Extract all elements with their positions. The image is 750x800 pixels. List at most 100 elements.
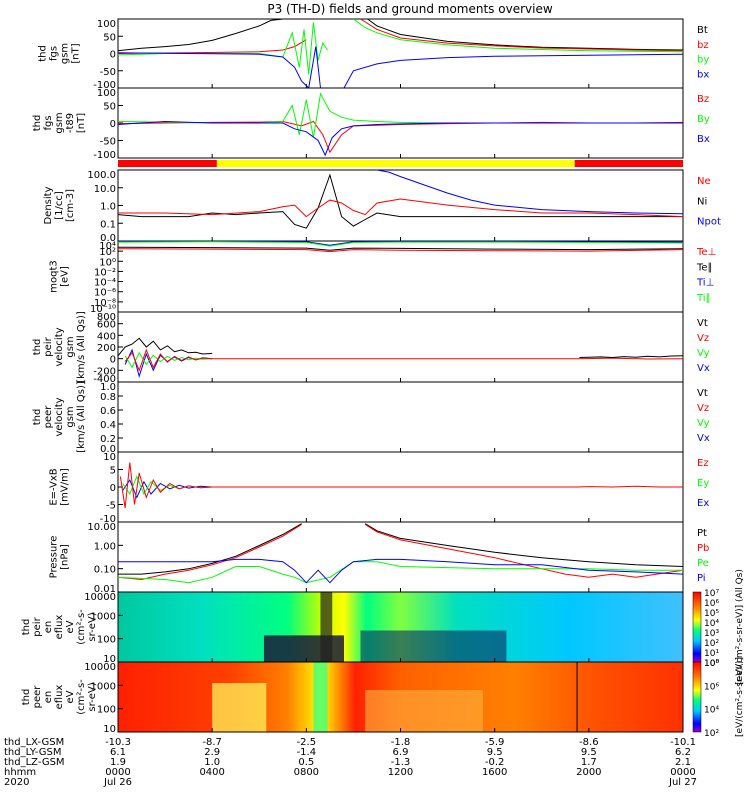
series-line [118, 246, 683, 251]
series-line [118, 120, 683, 154]
legend-label: Bz [697, 94, 709, 105]
spectrogram-band [365, 690, 483, 732]
y-axis-label: [cm-3] [65, 189, 76, 222]
x-row-value: 0000 [670, 767, 695, 778]
x-row-value: 1.7 [581, 757, 597, 768]
y-tick-label: 10⁴ [99, 241, 116, 252]
y-tick-label: 0.01 [94, 584, 116, 595]
y-tick-label: 0.4 [100, 420, 116, 431]
series-line [118, 19, 304, 52]
series-line [118, 561, 683, 584]
colorbar-tick-label: 10⁶ [704, 682, 719, 692]
x-row-value: -1.8 [391, 737, 411, 748]
x-row-value: 0400 [199, 767, 224, 778]
legend-label: Vt [697, 388, 708, 399]
y-axis-label: [eV] [60, 266, 71, 287]
colorbar [692, 661, 702, 733]
x-row-value: -0.2 [485, 757, 505, 768]
y-axis-label: eV [65, 690, 76, 703]
y-tick-label: -100 [93, 150, 116, 161]
y-tick-label: 10.00 [87, 522, 116, 533]
legend-label: Vy [697, 348, 710, 359]
y-axis-label: [km/s (All Qs)] [76, 311, 87, 383]
panel-fgs: 100 50 0 -50 -100 thd fgs gsm [nT] Bt bz by bx [38, 18, 709, 91]
series-line [343, 53, 683, 88]
series-line [118, 524, 302, 581]
y-tick-label: 0.0 [100, 444, 116, 455]
y-tick-label: 10000 [84, 662, 116, 673]
colorbar-tick-label: 10² [704, 639, 719, 649]
x-row-value: 6.1 [110, 747, 126, 758]
series-line [358, 19, 683, 51]
x-axis-annotation: thd_LX-GSM -10.3 -8.7 -2.5 -1.8 -5.9 -8.6 -10.1… [4, 737, 697, 788]
y-axis-label: [nT] [76, 113, 87, 133]
panel-mode-bar [118, 160, 683, 167]
x-row-value: -2.5 [297, 737, 317, 748]
y-tick-label: 100 [97, 635, 116, 646]
y-axis-label: Pressure [49, 536, 60, 579]
colorbar-tick-label: 10⁰ [704, 659, 719, 669]
panel-frame [117, 311, 684, 383]
series-line [118, 248, 683, 253]
y-tick-label: 0.2 [100, 434, 116, 445]
series-line [118, 46, 335, 88]
colorbar-label: [eV/(cm²-s-sr-eV)] (All Qs) [735, 569, 745, 685]
series-line [118, 22, 328, 75]
colorbar-label: [eV/(cm²-s-sr-eV)] [735, 657, 745, 737]
colorbar-tick-label: 10⁷ [704, 589, 719, 599]
series-line [118, 39, 307, 54]
panel-density: 100.0 10.0 1.0 0.1 0.0 Density [1/cc] [cm-3] Ne N… [43, 169, 721, 244]
colorbar-tick-label: 10⁵ [704, 609, 719, 619]
y-tick-label: 0.10 [94, 565, 116, 576]
spectrogram-gap [320, 592, 333, 662]
colorbar-tick-label: 10⁸ [704, 659, 719, 669]
y-tick-label: -5 [106, 501, 116, 512]
series-line [118, 173, 683, 229]
y-tick-label: 0 [110, 483, 116, 494]
y-tick-label: 100.0 [87, 170, 116, 181]
y-tick-label: 1.0 [100, 382, 116, 393]
y-tick-label: 600 [97, 320, 116, 331]
y-tick-label: 100 [97, 705, 116, 716]
y-tick-label: 10² [99, 247, 116, 258]
legend-label: Ex [697, 498, 709, 509]
y-axis-label: en [43, 691, 54, 704]
y-axis-label: peir [32, 616, 43, 636]
legend-label: Vz [697, 333, 709, 344]
colorbar-tick-label: 10¹ [704, 649, 719, 659]
y-tick-label: 10000 [84, 592, 116, 603]
x-row-label: hhmm [4, 767, 36, 778]
y-tick-label: 10⁻⁶ [94, 288, 116, 299]
y-tick-label: 0.1 [100, 219, 116, 230]
legend-label: Pi [697, 573, 706, 584]
y-tick-label: -50 [100, 67, 116, 78]
legend-label: Vt [697, 318, 708, 329]
x-row-value: 0.5 [298, 757, 314, 768]
legend-label: bx [697, 69, 709, 80]
y-tick-label: 400 [97, 331, 116, 342]
state-segment [216, 160, 575, 167]
y-axis-label: sr-eV) [87, 612, 98, 641]
x-date-label: Jul 27 [668, 777, 697, 788]
y-tick-label: -50 [100, 137, 116, 148]
y-tick-label: 0.6 [100, 406, 116, 417]
legend-label: Ni [697, 196, 707, 207]
y-tick-label: 10⁻¹⁰ [90, 304, 116, 315]
x-row-value: 9.5 [487, 747, 503, 758]
series-line [118, 120, 683, 157]
y-tick-label: 10⁻² [94, 267, 116, 278]
series-line [579, 355, 683, 359]
y-axis-label: velocity [54, 327, 65, 366]
y-axis-label: peir [43, 336, 54, 356]
legend-label: Vy [697, 418, 710, 429]
y-axis-label: eflux [54, 615, 65, 640]
y-axis-label: thd [32, 409, 43, 426]
legend-label: Pt [697, 528, 707, 539]
y-axis-label: [nPa] [60, 544, 71, 570]
y-tick-label: 0 [110, 50, 116, 61]
colorbar-tick-label: 10³ [704, 629, 719, 639]
x-row-value: -10.1 [670, 737, 696, 748]
panel-pressure: 10.00 1.00 0.10 0.01 Pressure [nPa] Pt Pb Pe Pi [49, 521, 709, 595]
